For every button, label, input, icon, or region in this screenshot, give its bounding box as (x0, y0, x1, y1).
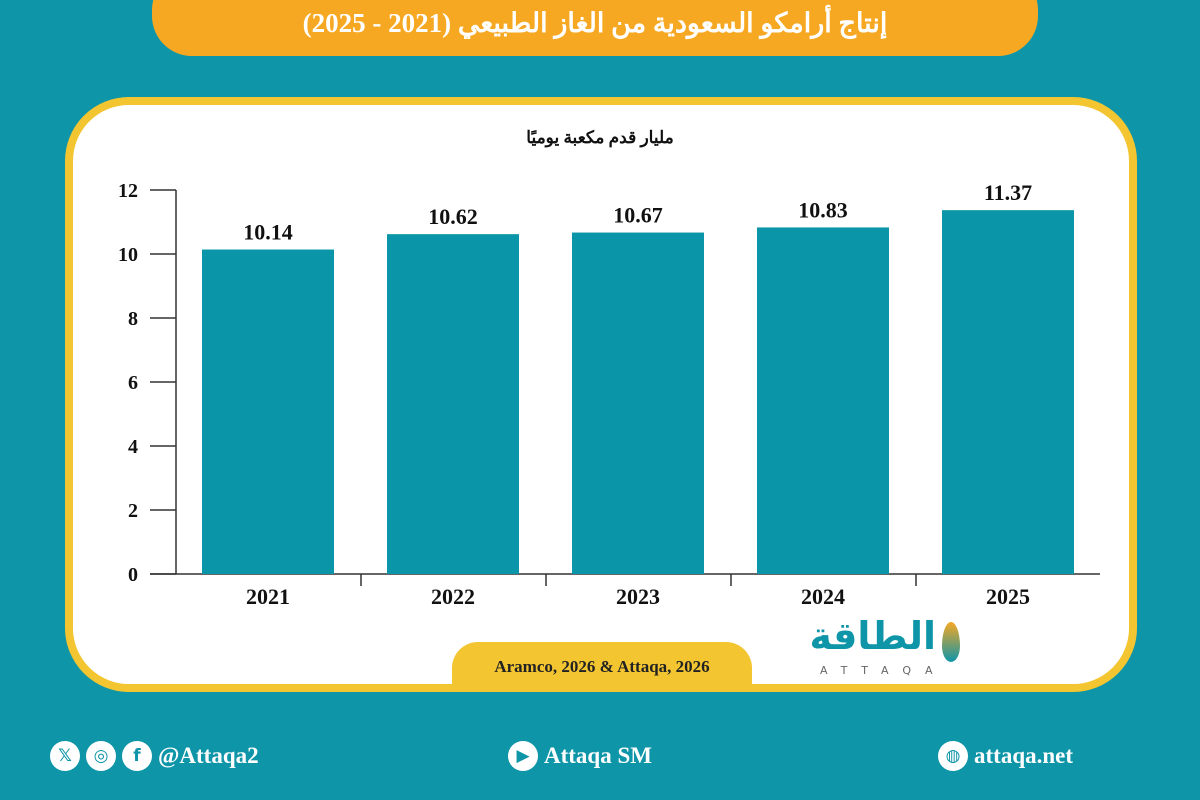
y-tick-label: 2 (128, 500, 138, 522)
bar-2025 (942, 210, 1074, 574)
y-axis-unit-label: مليار قدم مكعبة يوميًا (526, 128, 674, 147)
x-tick-label: 2024 (801, 584, 845, 609)
bar-value-label: 10.83 (798, 197, 848, 222)
y-tick-label: 8 (128, 308, 138, 330)
globe-icon: ◍ (938, 741, 968, 771)
youtube-link[interactable]: ▶ Attaqa SM (508, 738, 652, 774)
website-url[interactable]: attaqa.net (974, 743, 1074, 768)
x-tick-label: 2021 (246, 584, 290, 609)
logo-arabic: الطاقة (809, 614, 936, 658)
x-tick-label: 2022 (431, 584, 475, 609)
bar-value-label: 10.67 (613, 203, 663, 228)
social-links: 𝕏 ◎ f @Attaqa2 (50, 738, 259, 774)
x-tick-label: 2023 (616, 584, 660, 609)
y-tick-label: 4 (128, 436, 138, 458)
y-tick-label: 0 (128, 564, 138, 586)
y-tick-label: 10 (118, 244, 138, 266)
logo-english: ATTAQA (820, 664, 947, 677)
logo-drop-icon (942, 622, 960, 662)
source-label: Aramco, 2026 & Attaqa, 2026 (452, 642, 752, 692)
bar-value-label: 10.62 (428, 204, 478, 229)
bar-2022 (387, 234, 519, 574)
youtube-channel[interactable]: Attaqa SM (544, 743, 652, 768)
bar-2024 (757, 227, 889, 574)
website-link[interactable]: ◍ attaqa.net (938, 738, 1073, 774)
instagram-icon[interactable]: ◎ (86, 741, 116, 771)
attaqa-logo: الطاقة ATTAQA (806, 614, 966, 684)
x-twitter-icon[interactable]: 𝕏 (50, 741, 80, 771)
bar-value-label: 11.37 (984, 180, 1032, 205)
bar-2021 (202, 249, 334, 574)
y-tick-label: 6 (128, 372, 138, 394)
bar-2023 (572, 232, 704, 574)
facebook-icon[interactable]: f (122, 741, 152, 771)
bar-value-label: 10.14 (243, 220, 293, 245)
social-handle[interactable]: @Attaqa2 (158, 743, 259, 768)
youtube-icon: ▶ (508, 741, 538, 771)
y-tick-label: 12 (118, 180, 138, 202)
chart-title: إنتاج أرامكو السعودية من الغاز الطبيعي (… (152, 0, 1038, 56)
x-tick-label: 2025 (986, 584, 1030, 609)
